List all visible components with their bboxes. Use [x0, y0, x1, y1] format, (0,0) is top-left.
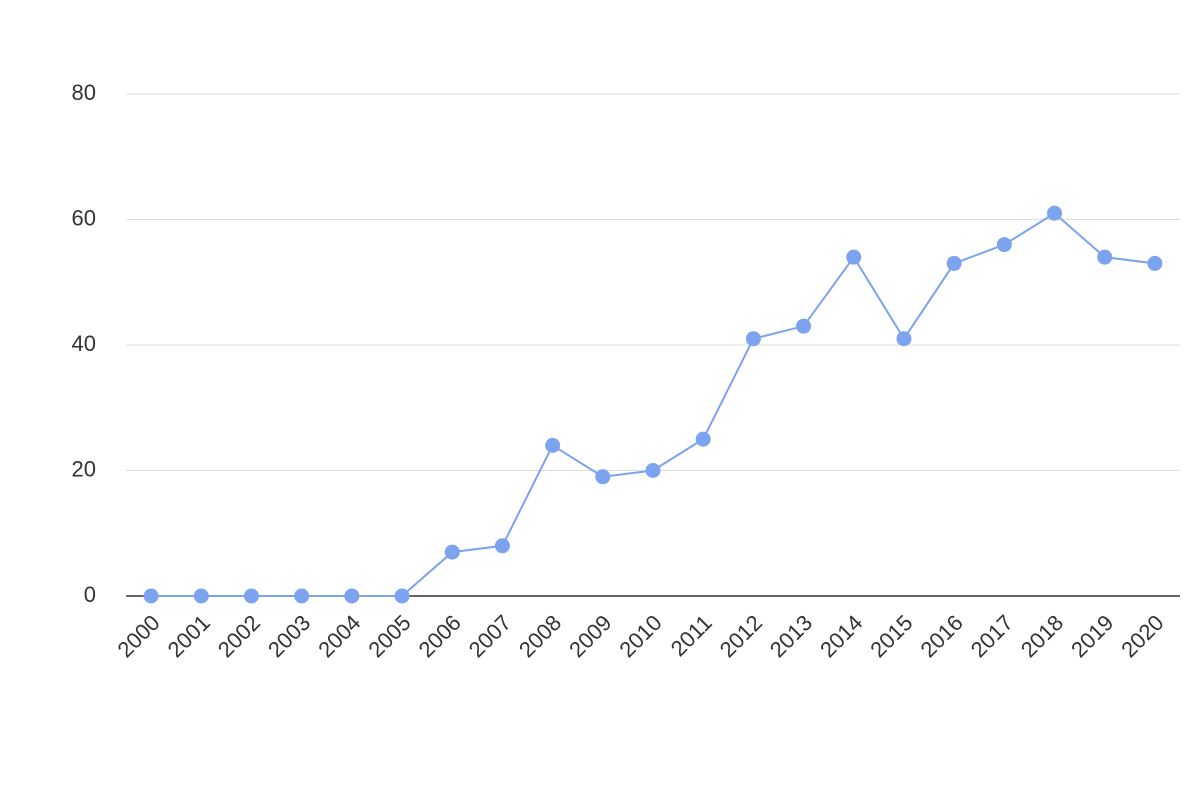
x-tick-label: 2001: [163, 610, 215, 662]
x-tick-label: 2010: [614, 610, 666, 662]
x-tick-label: 2009: [564, 610, 616, 662]
point: [1097, 249, 1113, 265]
y-tick-label: 80: [72, 80, 96, 105]
x-tick-label: 2006: [414, 610, 466, 662]
point: [595, 469, 611, 485]
x-tick-label: 2013: [765, 610, 817, 662]
point: [344, 588, 360, 604]
y-tick-label: 60: [72, 205, 96, 230]
x-tick-label: 2018: [1016, 610, 1068, 662]
point: [294, 588, 310, 604]
point: [143, 588, 159, 604]
y-tick-label: 20: [72, 456, 96, 481]
x-tick-label: 2008: [514, 610, 566, 662]
x-tick-label: 2016: [915, 610, 967, 662]
x-tick-label: 2019: [1066, 610, 1118, 662]
point: [494, 538, 510, 554]
x-tick-label: 2004: [313, 610, 365, 662]
x-tick-label: 2020: [1116, 610, 1168, 662]
point: [846, 249, 862, 265]
point: [545, 437, 561, 453]
x-tick-label: 2005: [363, 610, 415, 662]
point: [745, 331, 761, 347]
point: [1147, 255, 1163, 271]
point: [896, 331, 912, 347]
x-tick-label: 2015: [865, 610, 917, 662]
point: [996, 237, 1012, 253]
point: [243, 588, 259, 604]
x-tick-label: 2014: [815, 610, 867, 662]
point: [444, 544, 460, 560]
point: [193, 588, 209, 604]
point: [645, 463, 661, 478]
x-tick-label: 2007: [464, 610, 516, 662]
point: [796, 318, 812, 334]
x-tick-label: 2017: [966, 610, 1018, 662]
y-tick-label: 40: [72, 331, 96, 356]
x-tick-label: 2011: [666, 610, 717, 661]
point: [1047, 205, 1063, 221]
x-tick-label: 2003: [263, 610, 315, 662]
y-tick-label: 0: [84, 582, 96, 607]
point: [394, 588, 410, 604]
x-tick-label: 2002: [213, 610, 265, 662]
point: [946, 255, 962, 271]
x-tick-label: 2012: [715, 610, 767, 662]
point: [695, 431, 711, 447]
x-tick-label: 2000: [112, 610, 164, 662]
line: [151, 211, 1156, 597]
